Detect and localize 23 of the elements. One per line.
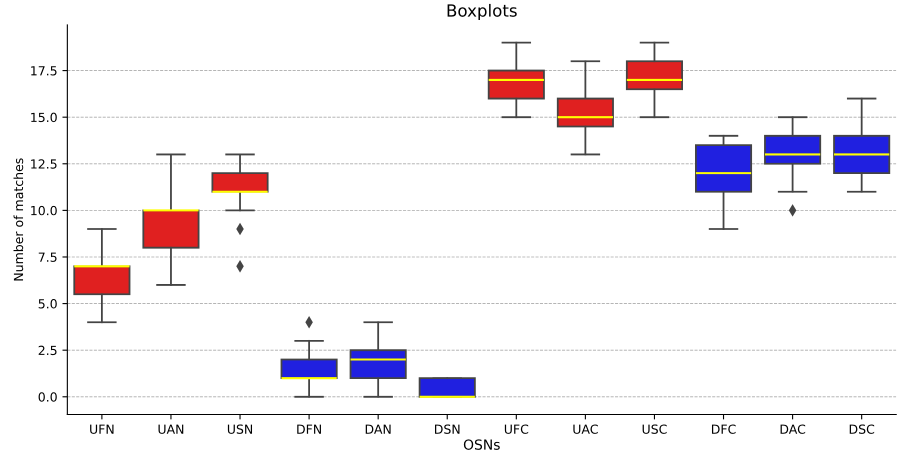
y-axis-title: Number of matches bbox=[14, 158, 24, 280]
x-tick-label: UFN bbox=[90, 424, 114, 434]
y-tick-label: 5.0 bbox=[38, 299, 57, 309]
y-tick-label: 7.5 bbox=[38, 252, 57, 262]
x-tick-label: UFC bbox=[504, 424, 528, 434]
x-tick-label: UAC bbox=[573, 424, 598, 434]
y-tick-label: 15.0 bbox=[31, 112, 57, 122]
x-tick-label: DFN bbox=[297, 424, 321, 434]
x-tick-label: UAN bbox=[158, 424, 184, 434]
chart-title: Boxplots bbox=[448, 4, 517, 20]
y-tick-label: 17.5 bbox=[31, 66, 57, 76]
y-tick-label: 2.5 bbox=[38, 346, 57, 356]
y-tick-label: 12.5 bbox=[31, 159, 57, 169]
x-tick-label: USC bbox=[642, 424, 667, 434]
x-tick-label: DFC bbox=[712, 424, 736, 434]
x-tick-label: DAN bbox=[366, 424, 391, 434]
x-tick-label: USN bbox=[228, 424, 252, 434]
x-tick-label: DAC bbox=[780, 424, 806, 434]
y-tick-label: 10.0 bbox=[31, 206, 57, 216]
x-axis-title: OSNs bbox=[464, 439, 500, 450]
x-tick-label: DSN bbox=[435, 424, 460, 434]
x-tick-label: DSC bbox=[850, 424, 874, 434]
y-tick-label: 0.0 bbox=[38, 392, 57, 402]
